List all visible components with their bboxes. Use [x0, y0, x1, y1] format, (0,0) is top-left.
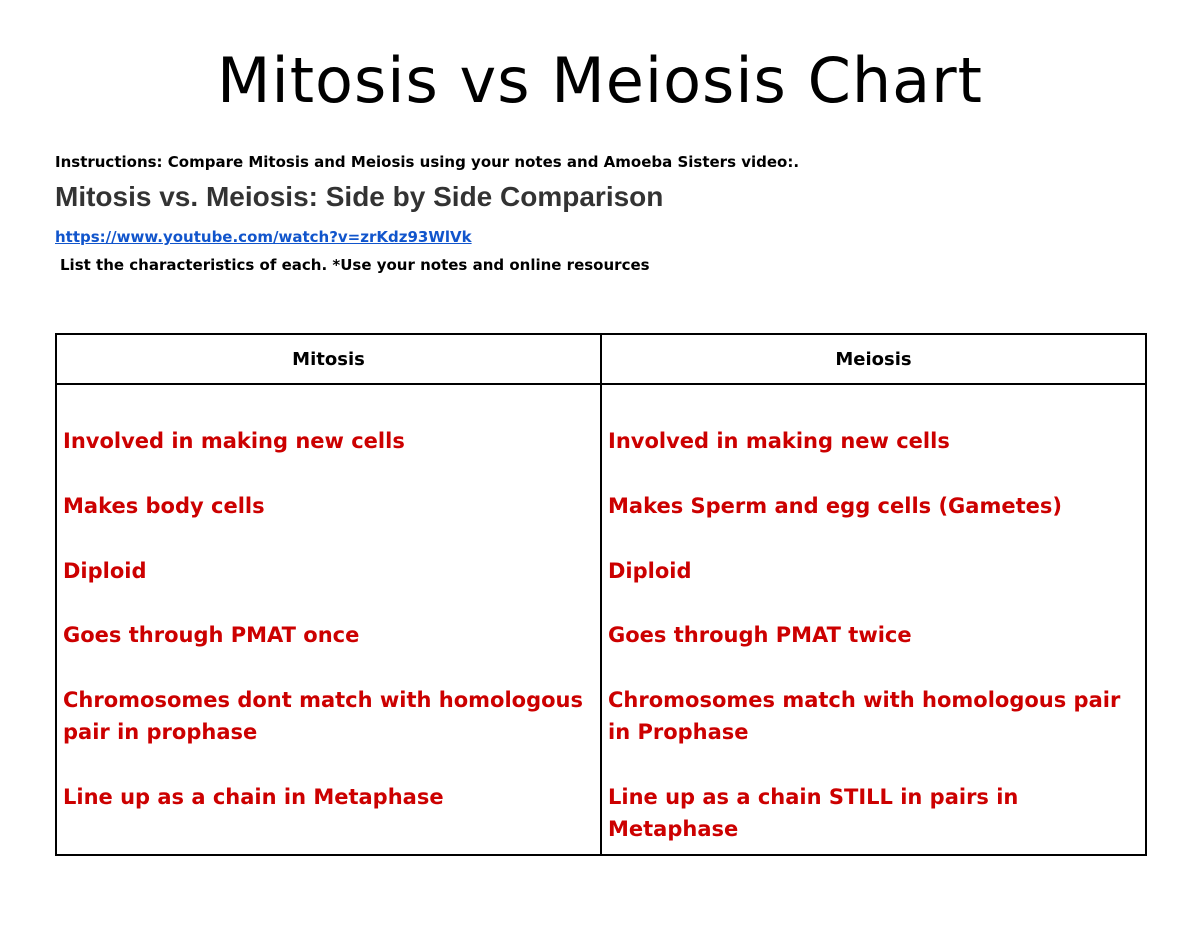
comparison-table: Mitosis Meiosis Involved in making new ce…	[55, 333, 1147, 856]
column-header: Meiosis	[600, 333, 1147, 385]
table-row: Involved in making new cells Involved in …	[55, 384, 1147, 491]
title: Mitosis vs Meiosis Chart	[217, 44, 983, 117]
column-header: Mitosis	[55, 333, 602, 385]
table-cell: Involved in making new cells	[600, 384, 1147, 491]
table-row: Chromosomes dont match with homologous p…	[55, 684, 1147, 782]
instructions: Instructions: Compare Mitosis and Meiosi…	[55, 153, 800, 171]
note: List the characteristics of each. *Use y…	[60, 256, 650, 274]
table-cell: Chromosomes match with homologous pair i…	[600, 684, 1147, 782]
table-cell: Diploid	[600, 554, 1147, 620]
table-row: Goes through PMAT once Goes through PMAT …	[55, 619, 1147, 685]
table-row: Line up as a chain in Metaphase Line up a…	[55, 781, 1147, 855]
table-cell: Diploid	[55, 554, 602, 620]
table-cell: Goes through PMAT once	[55, 619, 602, 685]
table-cell: Involved in making new cells	[55, 384, 602, 491]
table-row: Diploid Diploid	[55, 554, 1147, 620]
table-cell: Line up as a chain STILL in pairs in Met…	[600, 781, 1147, 855]
table-cell: Makes Sperm and egg cells (Gametes)	[600, 490, 1147, 555]
table-cell: Chromosomes dont match with homologous p…	[55, 684, 602, 782]
subtitle: Mitosis vs. Meiosis: Side by Side Compar…	[55, 181, 664, 212]
table-row: Makes body cells Makes Sperm and egg cell…	[55, 490, 1147, 555]
video-link[interactable]: https://www.youtube.com/watch?v=zrKdz93W…	[55, 228, 472, 246]
table-cell: Goes through PMAT twice	[600, 619, 1147, 685]
table-cell: Makes body cells	[55, 490, 602, 555]
table-cell: Line up as a chain in Metaphase	[55, 781, 602, 855]
